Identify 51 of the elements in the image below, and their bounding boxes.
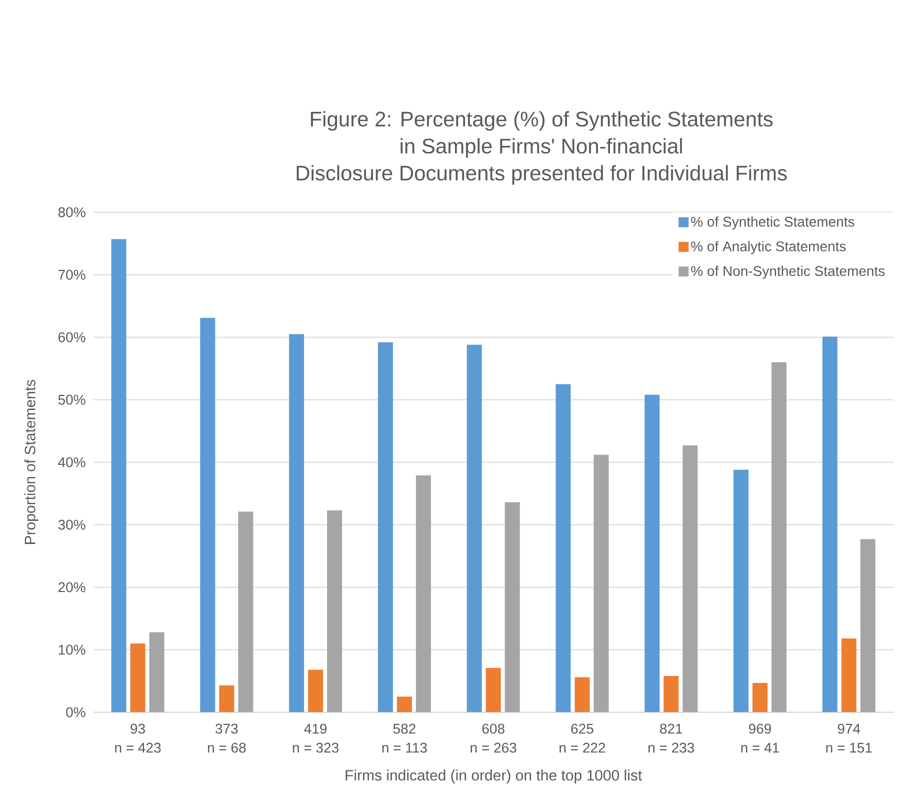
bar [149, 632, 164, 712]
x-tick-label: 608 n = 263 [470, 724, 516, 753]
bar [327, 510, 342, 712]
y-tick-label: 40% [58, 457, 86, 468]
bar [822, 336, 838, 712]
bar [416, 475, 431, 712]
y-tick-label: 80% [58, 207, 86, 218]
y-tick-label: 20% [58, 582, 86, 592]
x-axis-title: Firms indicated (in order) on the top 1000 list [346, 770, 642, 784]
x-tick-label: 974 n = 151 [826, 724, 872, 753]
bar [219, 685, 234, 712]
legend-label: % of Synthetic Statements [691, 216, 854, 230]
bar [396, 696, 412, 712]
y-tick-label: 10% [58, 644, 86, 655]
legend-label: % of Analytic Statements [691, 241, 846, 254]
bar [466, 344, 482, 712]
bar [378, 342, 393, 712]
bar [504, 502, 520, 712]
bar [111, 239, 126, 712]
legend-label: % of Non-Synthetic Statements [691, 266, 885, 279]
bar [860, 539, 876, 712]
y-tick-label: 0% [66, 707, 86, 718]
chart-title: Figure 2: Percentage (%) of Synthetic Statements in Sample Firms' Non-financial Disclosure Documents presented for Individual Firms [296, 111, 787, 185]
bar [594, 454, 609, 712]
bar [556, 384, 571, 712]
bar [130, 643, 146, 712]
x-tick-label: 582 n = 113 [382, 724, 427, 753]
bar [734, 470, 749, 712]
x-tick-label: 821 n = 233 [648, 724, 694, 753]
x-tick-label: 625 n = 222 [560, 724, 606, 753]
bar [664, 676, 679, 712]
y-axis-title: Proportion of Statements [24, 380, 38, 544]
bar [752, 682, 768, 712]
x-tick-label: 93 n = 423 [115, 724, 161, 753]
bar [308, 670, 324, 712]
y-tick-label: 30% [58, 520, 86, 530]
bar [200, 318, 216, 712]
x-tick-label: 419 n = 323 [292, 724, 338, 753]
bar [682, 445, 698, 712]
bar [486, 668, 501, 712]
y-tick-label: 70% [58, 270, 86, 280]
bar [644, 394, 660, 712]
x-tick-label: 373 n = 68 [208, 724, 246, 753]
y-tick-label: 50% [58, 394, 86, 405]
bar [238, 512, 254, 712]
bar [289, 334, 304, 712]
y-tick-label: 60% [58, 332, 86, 342]
x-tick-label: 969 n = 41 [741, 724, 779, 753]
bar [841, 638, 856, 712]
bar [772, 362, 786, 712]
bar [574, 677, 590, 712]
